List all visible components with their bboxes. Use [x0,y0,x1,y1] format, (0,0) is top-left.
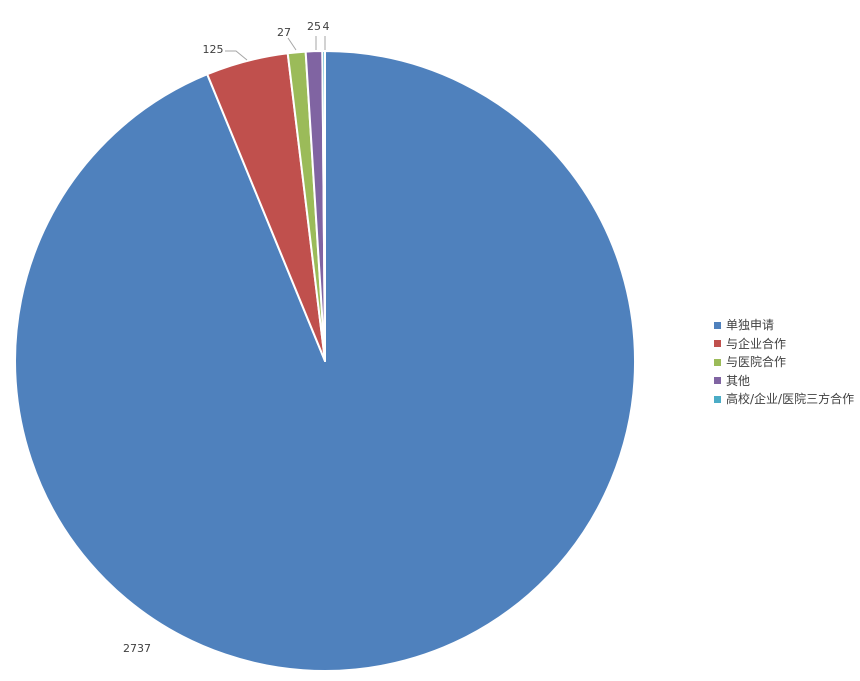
pie-slices [15,51,635,671]
legend-swatch [714,340,721,347]
legend-swatch [714,396,721,403]
leader-line [288,38,296,50]
legend-item-tripartite-cooperation: 高校/企业/医院三方合作 [714,390,854,409]
leader-line [225,51,247,60]
data-label: 2737 [123,642,151,655]
legend-label: 与企业合作 [726,335,786,354]
legend-swatch [714,359,721,366]
data-label: 25 [307,20,321,33]
legend-swatch [714,377,721,384]
legend-item-single-application: 单独申请 [714,316,854,335]
legend-label: 单独申请 [726,316,774,335]
legend-label: 与医院合作 [726,353,786,372]
legend-swatch [714,322,721,329]
legend-item-hospital-cooperation: 与医院合作 [714,353,854,372]
legend-item-other: 其他 [714,372,854,391]
data-label: 27 [277,26,291,39]
legend: 单独申请 与企业合作 与医院合作 其他 高校/企业/医院三方合作 [714,316,854,409]
data-label: 125 [203,43,224,56]
legend-item-enterprise-cooperation: 与企业合作 [714,335,854,354]
legend-label: 高校/企业/医院三方合作 [726,390,854,409]
legend-label: 其他 [726,372,750,391]
data-label: 4 [323,20,330,33]
